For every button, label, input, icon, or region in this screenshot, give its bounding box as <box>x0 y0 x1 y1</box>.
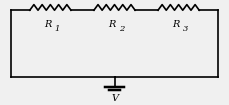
Text: 2: 2 <box>119 25 124 33</box>
Text: V: V <box>111 94 118 103</box>
Text: R: R <box>173 20 180 30</box>
Text: R: R <box>109 20 116 30</box>
Text: 1: 1 <box>55 25 60 33</box>
Text: R: R <box>44 20 52 30</box>
Text: 3: 3 <box>183 25 188 33</box>
